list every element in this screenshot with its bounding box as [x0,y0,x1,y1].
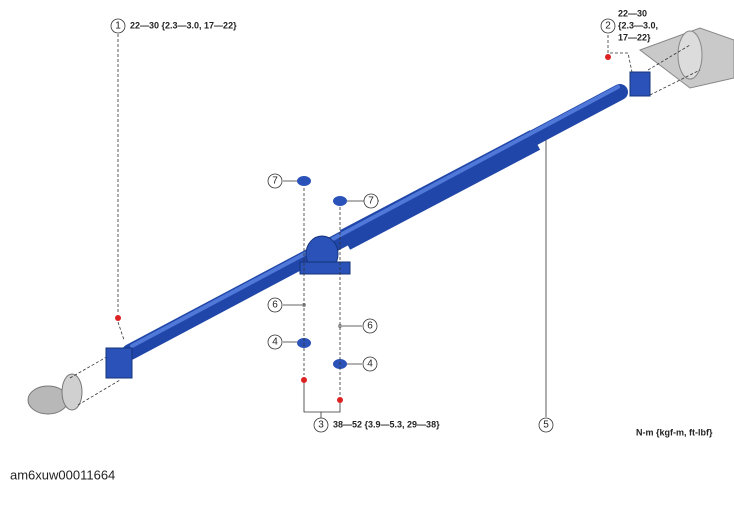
callout: 5 [538,417,554,433]
callout-number: 3 [318,420,324,431]
callout: 4 [362,356,378,372]
torque-spec: 22—30 {2.3—3.0, 17—22} [130,20,237,30]
torque-spec: 22—30 [618,8,647,18]
callout: 2 22—30 {2.3—3.0, 17—22} [600,8,658,42]
callout: 6 [362,318,378,334]
callout-number: 5 [543,420,549,431]
callout: 6 [267,297,283,313]
callout-number: 1 [115,21,121,32]
callout-number: 7 [368,196,374,207]
callout-number: 4 [367,359,373,370]
callout: 3 38—52 {3.9—5.3, 29—38} [313,417,440,433]
shaft-drawing [27,27,734,418]
callout-number: 6 [272,300,278,311]
callout-number: 7 [272,176,278,187]
unit-note: N-m {kgf-m, ft-lbf} [636,427,713,437]
callout-number: 4 [272,337,278,348]
callout-number: 6 [367,321,373,332]
torque-spec: 17—22} [618,32,651,42]
figure-id: am6xuw00011664 [10,467,115,482]
torque-spec: 38—52 {3.9—5.3, 29—38} [333,419,440,429]
callout: 7 [267,173,283,189]
callout: 4 [267,334,283,350]
torque-spec: {2.3—3.0, [618,20,658,30]
callout: 7 [363,193,379,209]
callout: 1 22—30 {2.3—3.0, 17—22} [110,18,237,34]
callout-number: 2 [605,21,611,32]
